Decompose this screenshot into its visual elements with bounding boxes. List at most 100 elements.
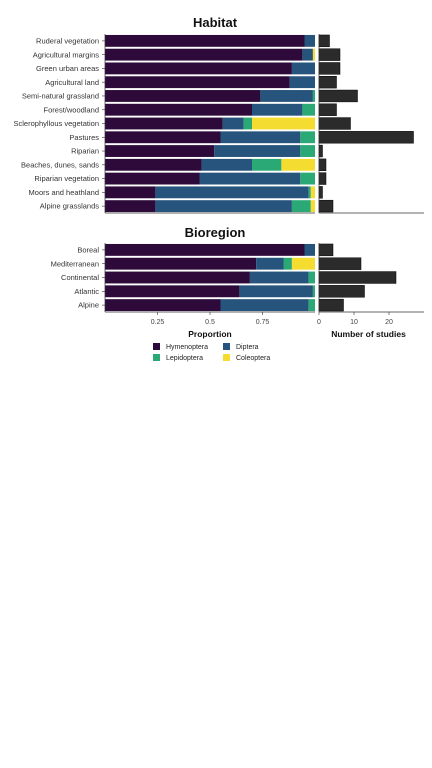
category-label: Riparian <box>71 147 99 156</box>
bar-hymenoptera <box>105 76 290 89</box>
bar-hymenoptera <box>105 271 250 284</box>
bar-coleoptera <box>252 117 315 130</box>
bar-diptera <box>252 103 303 116</box>
bar-diptera <box>214 145 301 157</box>
bar-lepidoptera <box>308 299 315 312</box>
bar-diptera <box>260 90 313 102</box>
bar-lepidoptera <box>283 257 292 270</box>
legend-swatch-coleoptera <box>223 354 230 361</box>
count-x-tick-label: 10 <box>350 319 358 326</box>
study-count-bar <box>318 76 337 89</box>
legend-label: Lepidoptera <box>166 355 203 362</box>
study-count-bar <box>318 271 397 284</box>
bar-hymenoptera <box>105 131 221 144</box>
count-x-axis-label: Number of studies <box>331 329 406 339</box>
category-label: Beaches, dunes, sands <box>21 160 99 169</box>
bar-lepidoptera <box>300 131 315 144</box>
bar-hymenoptera <box>105 257 257 270</box>
bar-hymenoptera <box>105 145 215 157</box>
bar-coleoptera <box>312 48 315 61</box>
bar-hymenoptera <box>105 62 292 75</box>
bar-hymenoptera <box>105 200 156 213</box>
legend-label: Diptera <box>236 344 259 351</box>
x-axis-label: Proportion <box>188 329 231 339</box>
study-count-bar <box>318 257 362 270</box>
bar-diptera <box>289 76 315 89</box>
bar-lepidoptera <box>312 90 315 102</box>
bar-diptera <box>256 257 284 270</box>
study-count-bar <box>318 103 337 116</box>
study-count-bar <box>318 131 414 144</box>
panel-title: Bioregion <box>185 225 246 240</box>
category-label: Semi-natural grassland <box>22 92 99 101</box>
legend-swatch-hymenoptera <box>153 343 160 350</box>
bar-hymenoptera <box>105 285 240 298</box>
bar-lepidoptera <box>243 117 252 130</box>
bar-hymenoptera <box>105 90 261 102</box>
bar-diptera <box>201 158 252 171</box>
study-count-bar <box>318 172 327 185</box>
category-label: Pastures <box>69 133 99 142</box>
bar-diptera <box>302 48 313 61</box>
bar-lepidoptera <box>308 186 311 199</box>
study-count-bar <box>318 62 341 75</box>
bar-hymenoptera <box>105 34 305 47</box>
category-label: Green urban areas <box>36 64 99 73</box>
study-count-bar <box>318 199 334 213</box>
category-label: Sclerophyllous vegetation <box>14 119 99 128</box>
legend-swatch-diptera <box>223 343 230 350</box>
category-label: Moors and heathland <box>29 188 99 197</box>
bar-hymenoptera <box>105 103 252 116</box>
bar-hymenoptera <box>105 48 303 61</box>
bar-hymenoptera <box>105 172 200 185</box>
study-count-bar <box>318 298 344 312</box>
bar-hymenoptera <box>105 299 221 312</box>
study-count-bar <box>318 285 365 298</box>
study-count-bar <box>318 243 334 257</box>
bar-coleoptera <box>310 200 315 213</box>
bar-diptera <box>199 172 301 185</box>
legend-swatch-lepidoptera <box>153 354 160 361</box>
study-count-bar <box>318 89 358 103</box>
bar-diptera <box>220 131 301 144</box>
category-label: Atlantic <box>74 287 99 296</box>
bar-hymenoptera <box>105 243 305 256</box>
x-tick-label: 0.5 <box>205 319 215 326</box>
category-label: Agricultural land <box>45 78 99 87</box>
category-label: Ruderal vegetation <box>36 36 99 45</box>
study-count-bar <box>318 158 327 171</box>
bar-lepidoptera <box>300 145 315 157</box>
count-x-tick-label: 0 <box>317 319 321 326</box>
category-label: Forest/woodland <box>44 105 99 114</box>
x-tick-label: 0.75 <box>256 319 270 326</box>
bar-coleoptera <box>291 257 315 270</box>
count-x-tick-label: 20 <box>385 319 393 326</box>
bar-coleoptera <box>281 158 315 171</box>
category-label: Alpine grasslands <box>40 202 99 211</box>
bar-diptera <box>304 34 315 47</box>
bar-diptera <box>220 299 309 312</box>
bar-lepidoptera <box>312 285 315 298</box>
category-label: Continental <box>61 273 99 282</box>
bar-lepidoptera <box>252 158 282 171</box>
study-count-bar <box>318 48 341 61</box>
bar-lepidoptera <box>300 172 315 185</box>
bar-diptera <box>222 117 244 130</box>
bar-coleoptera <box>310 186 315 199</box>
bar-diptera <box>155 200 292 213</box>
panel-title: Habitat <box>193 15 238 30</box>
bar-hymenoptera <box>105 158 202 171</box>
category-label: Alpine <box>78 301 99 310</box>
category-label: Agricultural margins <box>33 50 100 59</box>
bar-lepidoptera <box>308 271 315 284</box>
bar-hymenoptera <box>105 186 156 199</box>
study-count-bar <box>318 117 351 130</box>
legend-label: Hymenoptera <box>166 344 208 351</box>
study-count-bar <box>318 34 330 48</box>
bar-diptera <box>304 243 315 256</box>
study-count-bar <box>318 144 323 158</box>
x-tick-label: 0.25 <box>151 319 165 326</box>
category-label: Boreal <box>77 246 99 255</box>
bar-lepidoptera <box>291 200 311 213</box>
